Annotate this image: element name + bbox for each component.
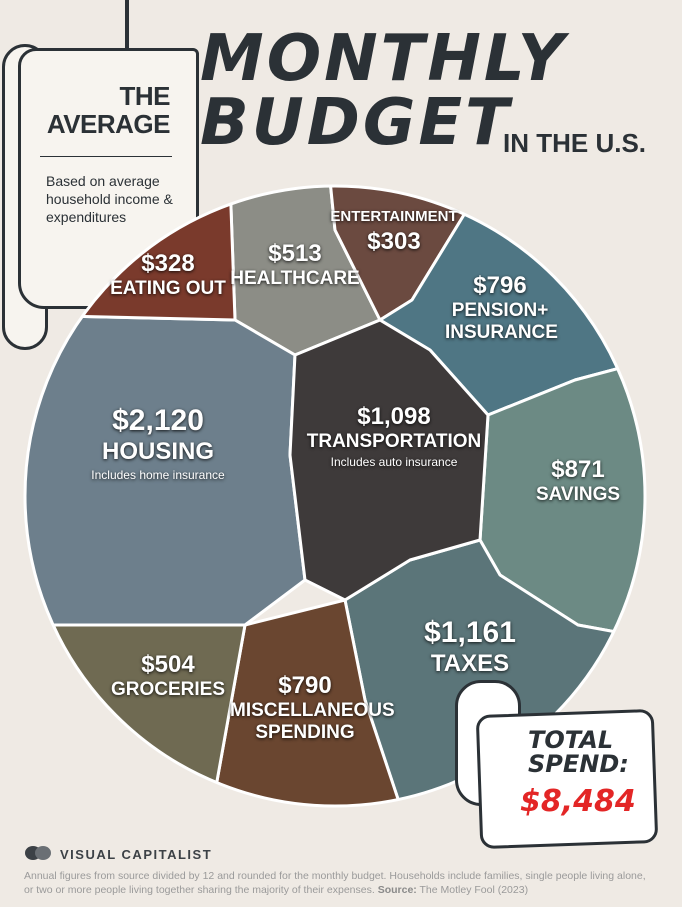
healthcare-amount: $513 — [268, 240, 322, 267]
taxes-amount: $1,161 — [424, 616, 516, 649]
entertainment-name: ENTERTAINMENT — [330, 208, 458, 225]
slice-label-eating-out: $328 EATING OUT — [110, 250, 226, 300]
eating-out-amount: $328 — [141, 250, 195, 277]
slice-label-pension: $796 PENSION+ INSURANCE — [445, 272, 558, 344]
brand-name: VISUAL CAPITALIST — [60, 847, 213, 862]
chart-outline — [23, 184, 647, 808]
slice-label-savings: $871 SAVINGS — [536, 456, 620, 506]
taxes-name: TAXES — [430, 650, 510, 677]
savings-amount: $871 — [551, 456, 605, 483]
slice-label-housing: $2,120 HOUSING Includes home insurance — [91, 404, 224, 484]
title-line-1: MONTHLY — [200, 22, 568, 96]
transportation-name: TRANSPORTATION — [306, 431, 482, 452]
the-average-heading: THE AVERAGE — [46, 81, 171, 139]
slice-label-groceries: $504 GROCERIES — [111, 651, 225, 701]
slice-label-healthcare: $513 HEALTHCARE — [230, 240, 359, 290]
groceries-name: GROCERIES — [110, 679, 226, 700]
housing-name: HOUSING — [101, 438, 215, 465]
healthcare-name: HEALTHCARE — [230, 268, 360, 289]
visual-capitalist-logo-icon — [25, 846, 51, 860]
pension-amount: $796 — [473, 272, 527, 299]
eating-out-name: EATING OUT — [110, 278, 226, 299]
total-spend-label: TOTAL SPEND: — [528, 726, 629, 778]
footnote: Annual figures from source divided by 12… — [24, 869, 654, 897]
footnote-source: The Motley Fool (2023) — [419, 884, 529, 896]
title-subtitle: IN THE U.S. — [503, 128, 647, 158]
savings-name: SAVINGS — [535, 484, 621, 505]
slice-label-transportation: $1,098 TRANSPORTATION Includes auto insu… — [307, 403, 482, 471]
housing-amount: $2,120 — [112, 404, 204, 437]
total-spend-value: $8,484 — [520, 784, 636, 819]
hanging-line — [125, 0, 129, 50]
miscellaneous-name: MISCELLANEOUS SPENDING — [230, 700, 395, 743]
transportation-note: Includes auto insurance — [330, 455, 458, 469]
slice-label-miscellaneous: $790 MISCELLANEOUS SPENDING — [230, 672, 395, 744]
transportation-amount: $1,098 — [357, 403, 431, 430]
slice-transportation — [288, 318, 490, 602]
footnote-text: Annual figures from source divided by 12… — [24, 870, 646, 896]
miscellaneous-amount: $790 — [278, 672, 332, 699]
footnote-source-label: Source: — [377, 884, 417, 896]
slice-label-entertainment: ENTERTAINMENT $303 — [330, 206, 457, 256]
slice-label-taxes: $1,161 TAXES — [424, 616, 516, 678]
title-line-2: BUDGET — [200, 86, 512, 160]
basis-note: Based on average household income & expe… — [46, 173, 173, 225]
pension-name: PENSION+ INSURANCE — [445, 300, 558, 343]
housing-note: Includes home insurance — [91, 468, 225, 482]
groceries-amount: $504 — [141, 651, 195, 678]
intro-divider — [40, 156, 172, 157]
entertainment-amount: $303 — [367, 228, 421, 255]
